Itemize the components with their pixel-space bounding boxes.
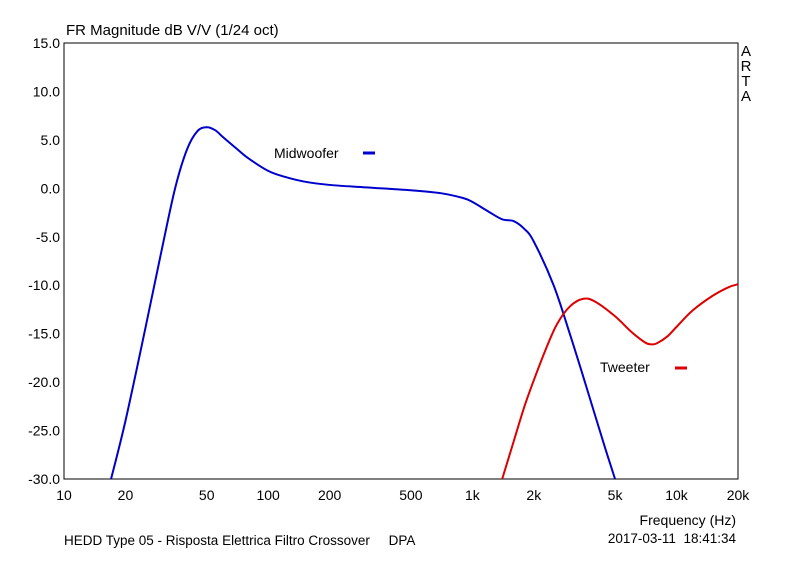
- y-tick-label: -15.0: [28, 326, 60, 342]
- x-tick-label: 200: [318, 487, 342, 503]
- y-tick-label: -25.0: [28, 423, 60, 439]
- plot-area: [63, 42, 739, 480]
- y-tick-label: 10.0: [33, 83, 60, 99]
- x-tick-label: 20k: [727, 487, 751, 503]
- y-tick-label: -30.0: [28, 471, 60, 487]
- x-tick-label: 2k: [526, 487, 542, 503]
- x-tick-label: 10: [56, 487, 72, 503]
- y-tick-label: -20.0: [28, 374, 60, 390]
- footer-timestamp: 2017-03-11 18:41:34: [608, 531, 737, 546]
- y-tick-label: -10.0: [28, 277, 60, 293]
- x-axis-ticks: 10 20 50 100 200 500 1k 2k 5k 10k 20k: [56, 487, 750, 503]
- y-tick-label: 0.0: [41, 180, 61, 196]
- series-line-midwoofer: [110, 126, 617, 479]
- x-axis-label: Frequency (Hz): [640, 512, 736, 528]
- legend-tweeter: Tweeter: [600, 359, 687, 375]
- x-tick-label: 10k: [665, 487, 689, 503]
- x-tick-label: 50: [199, 487, 215, 503]
- legend-label-tweeter: Tweeter: [600, 359, 650, 375]
- x-tick-label: 100: [256, 487, 280, 503]
- x-tick-label: 500: [399, 487, 423, 503]
- footer-description: HEDD Type 05 - Risposta Elettrica Filtro…: [64, 533, 415, 548]
- x-tick-label: 20: [118, 487, 134, 503]
- legend-label-midwoofer: Midwoofer: [274, 145, 339, 161]
- x-tick-label: 5k: [608, 487, 624, 503]
- chart-title: FR Magnitude dB V/V (1/24 oct): [66, 22, 279, 39]
- series-line-tweeter: [501, 283, 738, 479]
- x-tick-label: 1k: [465, 487, 481, 503]
- legend-midwoofer: Midwoofer: [274, 145, 375, 161]
- y-tick-label: -5.0: [36, 229, 60, 245]
- series-layer: [110, 126, 738, 479]
- y-tick-label: 5.0: [41, 132, 61, 148]
- y-tick-label: 15.0: [33, 35, 60, 51]
- y-axis-ticks: 15.0 10.0 5.0 0.0 -5.0 -10.0 -15.0 -20.0 -25.0 -3…: [28, 35, 60, 487]
